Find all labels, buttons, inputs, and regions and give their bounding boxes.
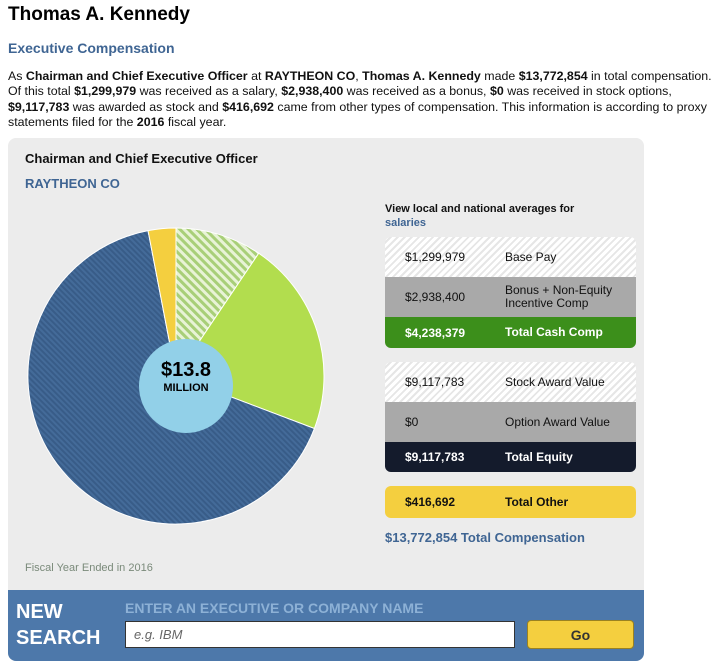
table-row-stock-award: $9,117,783 Stock Award Value: [385, 362, 636, 402]
row-label: Bonus + Non-Equity Incentive Comp: [505, 283, 613, 310]
row-label: Total Other: [505, 494, 569, 509]
row-amount: $2,938,400: [405, 290, 466, 304]
salaries-link[interactable]: salaries: [385, 217, 426, 229]
search-input[interactable]: [125, 621, 515, 648]
averages-note: View local and national averages for sal…: [385, 202, 585, 230]
row-label: Stock Award Value: [505, 374, 605, 389]
table-row-total-cash: $4,238,379 Total Cash Comp: [385, 317, 636, 348]
cash-comp-table: $1,299,979 Base Pay $2,938,400 Bonus + N…: [385, 237, 636, 348]
row-amount: $4,238,379: [405, 325, 466, 340]
row-amount: $1,299,979: [405, 250, 466, 264]
compensation-panel: Chairman and Chief Executive Officer RAY…: [8, 138, 644, 590]
table-row-total-equity: $9,117,783 Total Equity: [385, 442, 636, 472]
intro-paragraph: As Chairman and Chief Executive Officer …: [8, 69, 712, 129]
page-title: Thomas A. Kennedy: [8, 4, 190, 25]
row-label: Total Cash Comp: [505, 325, 603, 339]
go-button[interactable]: Go: [527, 620, 634, 649]
panel-company: RAYTHEON CO: [25, 176, 120, 191]
row-label: Total Equity: [505, 449, 573, 464]
row-label: Base Pay: [505, 249, 557, 264]
new-search-title: NEW SEARCH: [16, 601, 101, 649]
row-amount: $416,692: [405, 495, 456, 509]
pie-slice-base-pay: [175, 227, 260, 378]
compensation-pie-chart: $13.8 MILLION: [26, 226, 326, 526]
row-amount: $0: [405, 415, 419, 429]
search-label: ENTER AN EXECUTIVE OR COMPANY NAME: [125, 600, 424, 616]
table-row-option-award: $0 Option Award Value: [385, 402, 636, 442]
row-amount: $9,117,783: [405, 375, 465, 389]
total-compensation: $13,772,854 Total Compensation: [385, 530, 585, 545]
table-row-base-pay: $1,299,979 Base Pay: [385, 237, 636, 277]
table-row-bonus: $2,938,400 Bonus + Non-Equity Incentive …: [385, 277, 636, 317]
section-title: Executive Compensation: [8, 40, 175, 56]
new-search-bar: NEW SEARCH ENTER AN EXECUTIVE OR COMPANY …: [8, 590, 644, 661]
equity-table: $9,117,783 Stock Award Value $0 Option A…: [385, 362, 636, 472]
center-unit: MILLION: [163, 382, 209, 394]
row-label: Option Award Value: [505, 414, 610, 429]
fiscal-year-note: Fiscal Year Ended in 2016: [25, 562, 153, 574]
pie-center-total: $13.8 MILLION: [139, 339, 233, 433]
row-amount: $9,117,783: [405, 450, 465, 464]
center-value: $13.8: [160, 359, 212, 381]
table-row-total-other: $416,692 Total Other: [385, 486, 636, 518]
pie-slice-total-other: [147, 227, 177, 377]
other-table: $416,692 Total Other: [385, 486, 636, 518]
panel-role: Chairman and Chief Executive Officer: [25, 151, 258, 166]
averages-text: View local and national averages for: [385, 203, 575, 215]
